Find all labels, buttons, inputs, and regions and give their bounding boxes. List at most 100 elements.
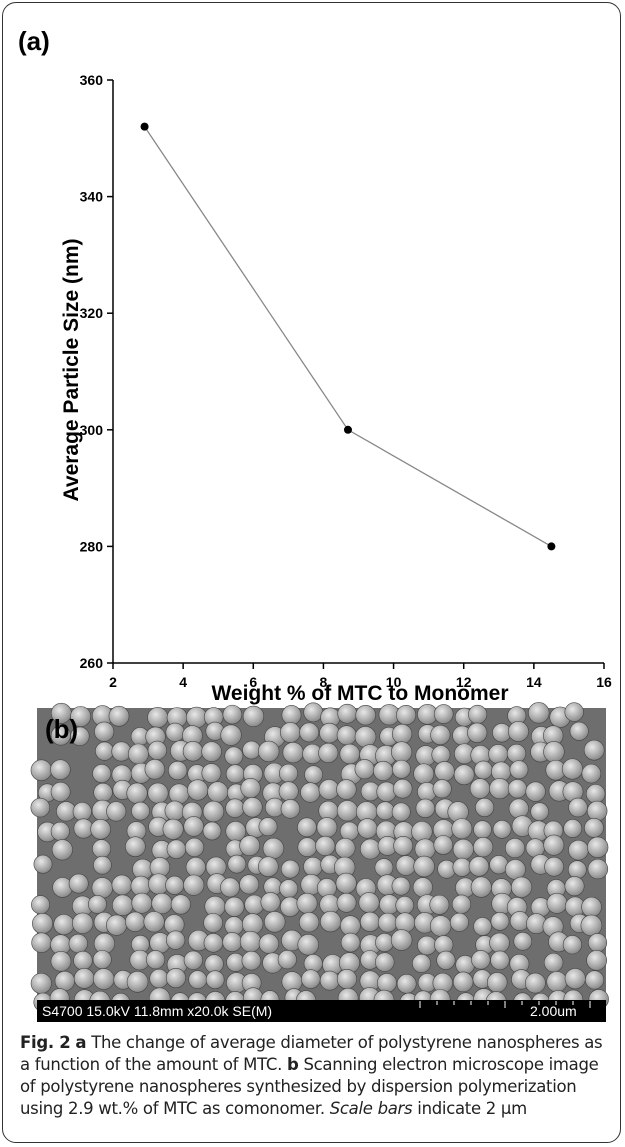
y-tick-label: 360: [80, 72, 104, 88]
nanosphere: [297, 817, 317, 838]
nanosphere: [585, 970, 605, 990]
nanosphere: [473, 917, 492, 936]
nanosphere: [202, 821, 222, 841]
nanosphere: [149, 968, 169, 989]
nanosphere: [318, 742, 339, 764]
nanosphere: [164, 800, 185, 821]
nanosphere: [125, 911, 146, 932]
nanosphere: [111, 741, 132, 762]
nanosphere: [528, 702, 550, 724]
nanosphere: [93, 968, 115, 990]
nanosphere: [50, 951, 72, 972]
nanosphere: [131, 892, 153, 914]
nanosphere: [544, 856, 564, 877]
nanosphere: [203, 913, 223, 933]
nanosphere: [474, 760, 493, 780]
nanosphere: [165, 875, 185, 895]
x-tick-label: 6: [249, 674, 257, 690]
nanosphere: [486, 972, 508, 993]
nanosphere: [165, 722, 185, 742]
caption-b: b: [287, 1055, 299, 1074]
nanosphere: [222, 932, 243, 952]
nanosphere: [92, 950, 112, 970]
nanosphere: [30, 972, 52, 994]
nanosphere: [224, 896, 245, 917]
nanosphere: [375, 801, 395, 821]
nanosphere: [568, 839, 589, 861]
nanosphere: [54, 970, 75, 992]
nanosphere: [299, 722, 320, 743]
nanosphere: [94, 721, 115, 742]
nanosphere: [183, 874, 205, 896]
nanosphere: [168, 783, 190, 805]
nanosphere: [525, 972, 546, 994]
nanosphere: [32, 913, 54, 935]
nanosphere: [358, 892, 380, 914]
nanosphere: [586, 800, 608, 822]
nanosphere: [504, 838, 526, 859]
nanosphere: [451, 894, 472, 914]
nanosphere: [354, 759, 375, 780]
nanosphere: [467, 722, 488, 743]
nanosphere: [68, 873, 89, 894]
nanosphere: [451, 818, 473, 840]
nanosphere: [395, 855, 417, 876]
nanosphere: [336, 725, 357, 746]
nanosphere: [147, 782, 169, 804]
nanosphere: [391, 723, 413, 745]
caption-italic: Scale bars: [329, 1099, 413, 1118]
nanosphere: [395, 896, 415, 915]
nanosphere: [242, 705, 265, 727]
nanosphere: [108, 705, 130, 727]
nanosphere: [144, 759, 166, 780]
nanosphere: [131, 801, 150, 821]
nanosphere: [93, 855, 112, 875]
nanosphere: [242, 797, 263, 818]
nanosphere: [509, 760, 529, 780]
nanosphere: [280, 859, 300, 879]
nanosphere: [127, 743, 149, 765]
nanosphere: [413, 763, 435, 785]
nanosphere: [241, 950, 262, 971]
nanosphere: [417, 935, 437, 956]
nanosphere: [396, 974, 417, 994]
nanosphere: [91, 877, 113, 899]
nanosphere: [580, 914, 603, 937]
x-tick-label: 8: [320, 674, 328, 690]
nanosphere: [470, 876, 492, 898]
nanosphere: [564, 876, 585, 897]
nanosphere: [280, 799, 301, 819]
caption-a: a: [75, 1033, 87, 1052]
nanosphere: [375, 952, 395, 972]
y-tick-label: 300: [80, 422, 104, 438]
nanosphere: [587, 858, 609, 880]
nanosphere: [429, 894, 450, 915]
nanosphere: [473, 820, 492, 839]
nanosphere: [391, 759, 411, 779]
nanosphere: [95, 741, 115, 761]
nanosphere: [390, 929, 413, 951]
x-tick-label: 2: [109, 674, 117, 690]
nanosphere: [185, 857, 206, 878]
nanosphere: [377, 912, 398, 933]
nanosphere: [239, 874, 260, 895]
nanosphere: [315, 835, 336, 856]
nanosphere: [50, 781, 71, 802]
nanosphere: [504, 859, 526, 880]
nanosphere: [111, 874, 133, 896]
nanosphere: [507, 720, 529, 742]
panel-label: (b): [45, 714, 78, 744]
nanosphere: [525, 781, 546, 802]
nanosphere: [93, 782, 113, 803]
nanosphere: [393, 835, 414, 856]
nanosphere: [316, 817, 338, 838]
nanosphere: [72, 802, 92, 822]
nanosphere: [337, 703, 358, 724]
nanosphere: [564, 968, 586, 990]
nanosphere: [431, 745, 451, 765]
nanosphere: [586, 950, 607, 971]
nanosphere: [506, 743, 527, 764]
nanosphere: [296, 892, 318, 914]
nanosphere: [239, 835, 261, 857]
